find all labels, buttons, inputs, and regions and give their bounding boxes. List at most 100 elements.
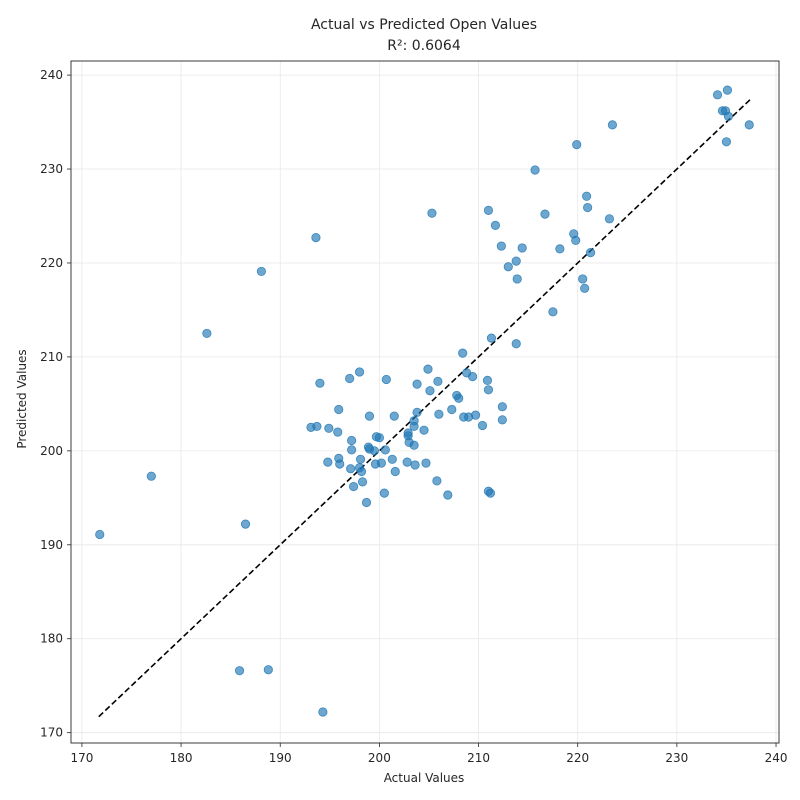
x-tick-label: 190	[269, 751, 292, 765]
data-point	[580, 283, 590, 293]
data-point	[346, 464, 356, 474]
data-point	[496, 241, 506, 251]
data-point	[572, 140, 582, 150]
data-point	[345, 373, 355, 384]
plot-frame	[70, 60, 780, 744]
data-point	[490, 220, 501, 230]
data-point	[412, 407, 422, 417]
data-point	[419, 425, 429, 435]
data-point	[432, 476, 442, 486]
data-point	[497, 415, 507, 425]
x-tick-label: 240	[765, 751, 788, 765]
data-point	[443, 490, 453, 500]
data-point	[409, 440, 419, 450]
data-point	[312, 421, 322, 432]
data-point	[503, 262, 513, 272]
data-point	[335, 459, 345, 469]
data-point	[511, 256, 521, 266]
data-point	[95, 529, 105, 540]
data-point	[423, 364, 433, 374]
data-point	[722, 85, 733, 95]
data-point	[256, 266, 266, 277]
data-point	[376, 458, 386, 468]
data-point	[361, 497, 372, 508]
y-tick-label: 240	[40, 68, 63, 82]
data-points	[95, 85, 754, 717]
x-tick-label: 220	[566, 751, 589, 765]
data-point	[458, 348, 468, 358]
data-point	[483, 385, 494, 395]
data-point	[434, 409, 444, 419]
data-point	[721, 137, 732, 147]
data-point	[323, 457, 333, 467]
data-point	[433, 376, 443, 386]
reference-line-group	[98, 98, 751, 718]
data-point	[427, 208, 437, 218]
data-point	[334, 404, 344, 415]
chart-title: Actual vs Predicted Open Values	[311, 17, 537, 33]
data-point	[402, 457, 412, 467]
y-tick-label: 190	[40, 538, 63, 552]
data-point	[744, 120, 754, 130]
data-point	[318, 707, 328, 717]
y-tick-label: 230	[40, 162, 63, 176]
y-axis-label: Predicted Values	[15, 349, 29, 448]
data-point	[374, 433, 384, 443]
data-point	[604, 214, 615, 224]
data-point	[347, 445, 357, 455]
data-point	[403, 428, 413, 438]
x-tick-label: 210	[467, 751, 490, 765]
data-point	[555, 244, 565, 254]
data-point	[387, 454, 397, 464]
data-point	[607, 120, 618, 130]
chart-subtitle: R²: 0.6064	[387, 38, 461, 54]
reference-line	[98, 98, 751, 718]
data-point	[202, 328, 212, 339]
data-point	[483, 205, 494, 215]
tick-labels: 170 180 190 200 210 220 230 240 170 180 190 200 210 2…	[40, 68, 787, 765]
y-tick-label: 220	[40, 256, 63, 270]
data-point	[425, 386, 435, 396]
data-point	[512, 274, 522, 284]
data-point	[477, 420, 488, 431]
data-point	[381, 374, 391, 385]
data-point	[357, 477, 368, 487]
data-point	[263, 665, 273, 675]
data-point	[421, 458, 431, 468]
data-point	[467, 372, 478, 382]
data-point	[324, 423, 334, 433]
data-point	[486, 333, 497, 343]
y-tick-label: 170	[40, 726, 63, 740]
data-point	[356, 466, 367, 477]
data-point	[511, 339, 521, 349]
data-point	[485, 488, 496, 498]
data-point	[583, 202, 593, 213]
data-point	[712, 90, 723, 100]
data-point	[349, 481, 359, 492]
data-point	[380, 445, 390, 455]
data-point	[390, 466, 400, 477]
data-point	[347, 435, 357, 446]
data-point	[470, 410, 481, 420]
data-point	[578, 274, 588, 284]
data-point	[530, 165, 540, 175]
data-point	[585, 248, 596, 258]
y-tick-label: 180	[40, 632, 63, 646]
data-point	[723, 111, 734, 122]
data-point	[548, 307, 558, 317]
data-point	[497, 402, 507, 412]
data-point	[234, 666, 245, 676]
data-point	[240, 519, 251, 529]
data-point	[410, 460, 420, 470]
grid	[71, 61, 779, 743]
data-point	[311, 233, 321, 243]
y-tick-label: 210	[40, 350, 63, 364]
x-tick-label: 180	[170, 751, 193, 765]
data-point	[369, 446, 380, 456]
data-point	[517, 243, 527, 253]
data-point	[354, 367, 365, 377]
data-point	[412, 379, 422, 389]
data-point	[454, 393, 464, 403]
data-point	[355, 454, 366, 464]
